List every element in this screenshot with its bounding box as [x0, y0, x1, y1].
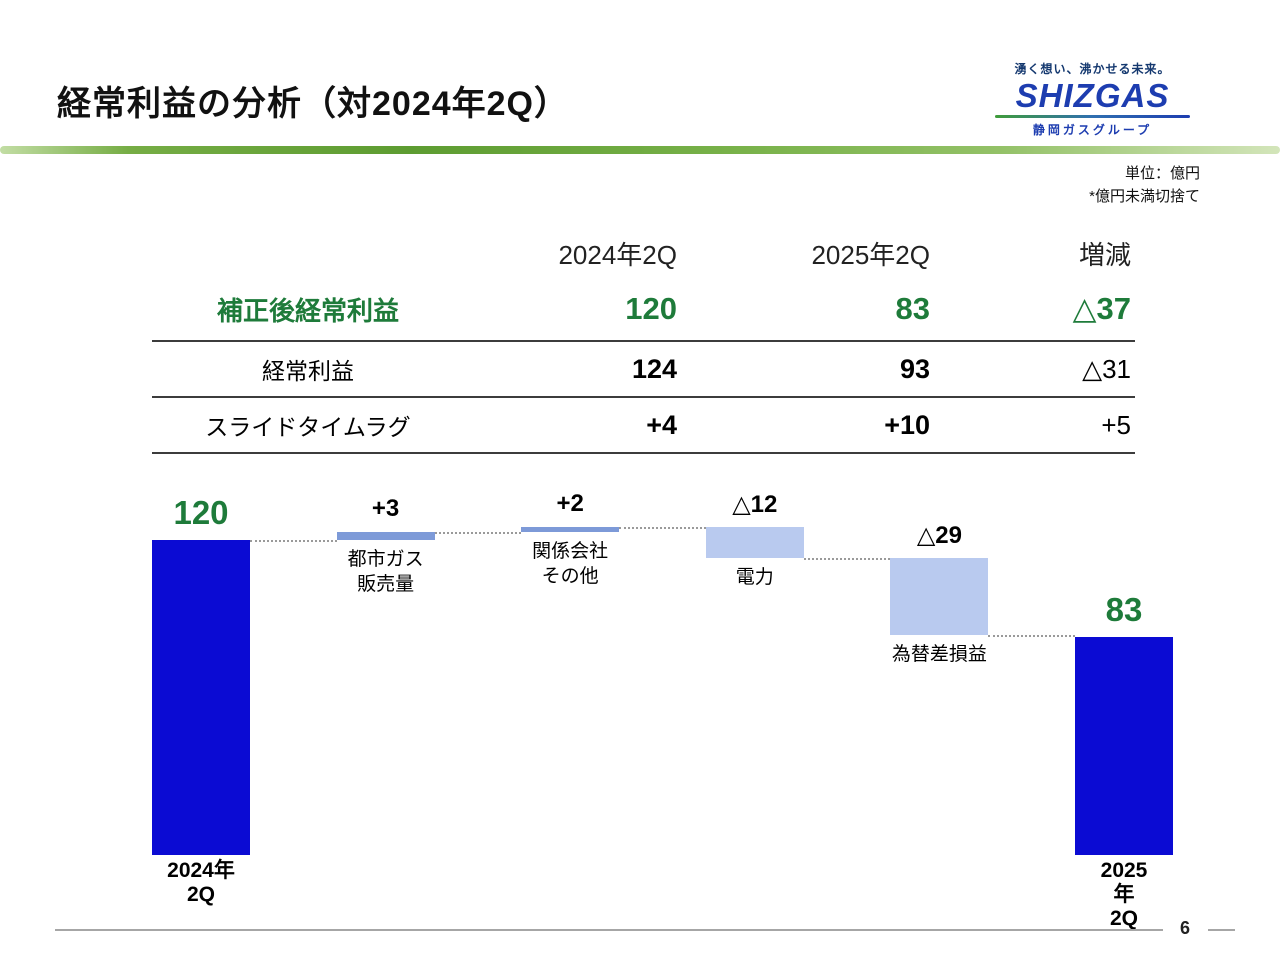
- waterfall-connector: [803, 558, 891, 561]
- shizgas-logo: 湧く想い、沸かせる未来。 SHIZGAS 静岡ガスグループ: [985, 60, 1200, 138]
- cell-change: +5: [1101, 409, 1131, 440]
- row-label: 補正後経常利益: [216, 295, 399, 326]
- green-divider: [0, 146, 1280, 154]
- waterfall-total-bar: [152, 540, 250, 855]
- table-row-slide-time-lag: スライドタイムラグ +4 +10 +5: [152, 398, 1135, 454]
- logo-underline-swoosh: [995, 114, 1190, 118]
- waterfall-decrease-bar: [890, 558, 989, 635]
- waterfall-total-value: 83: [1105, 591, 1143, 629]
- waterfall-step-name: 都市ガス 販売量: [347, 549, 424, 595]
- slide-title: 経常利益の分析（対2024年2Q）: [57, 85, 569, 123]
- logo-subtitle: 静岡ガスグループ: [1032, 122, 1153, 137]
- cell-2025: 93: [899, 353, 930, 384]
- waterfall-delta-label: +3: [371, 495, 400, 523]
- waterfall-chart: 120 2024年 2Q +3 都市ガス 販売量 +2 関係会社 その他 △12 電力 △29 為…: [152, 480, 1173, 930]
- table-header-row: 2024年2Q 2025年2Q 増減: [152, 228, 1135, 278]
- waterfall-delta-label: △12: [732, 490, 778, 518]
- waterfall-decrease-bar: [705, 526, 804, 559]
- waterfall-delta-label: +2: [556, 489, 584, 517]
- table-row-ordinary-profit: 経常利益 124 93 △31: [152, 342, 1135, 398]
- row-label: スライドタイムラグ: [205, 414, 411, 440]
- table-header-2025-2q: 2025年2Q: [811, 239, 930, 270]
- waterfall-total-bar: [1075, 637, 1173, 855]
- cell-2024: 124: [631, 353, 677, 384]
- row-label: 経常利益: [262, 358, 354, 384]
- waterfall-axis-label: 2024年 2Q: [167, 859, 235, 907]
- page-number: 6: [1180, 918, 1191, 938]
- waterfall-connector: [434, 532, 522, 535]
- cell-2024: +4: [646, 409, 677, 440]
- waterfall-increase-bar: [521, 526, 620, 533]
- unit-notes: 単位：億円 *億円未満切捨て: [1089, 162, 1200, 208]
- cell-2025: 83: [895, 291, 930, 326]
- waterfall-delta-label: △29: [916, 522, 962, 550]
- waterfall-increase-bar: [336, 532, 435, 540]
- waterfall-axis-label: 2025年 2Q: [1100, 859, 1148, 931]
- cell-change: △31: [1082, 353, 1131, 384]
- cell-change: △37: [1072, 291, 1131, 326]
- waterfall-step-name: 電力: [735, 567, 774, 589]
- waterfall-connector: [250, 540, 337, 542]
- cell-2025: +10: [884, 409, 930, 440]
- cell-2024: 120: [625, 291, 677, 326]
- table-header-2024-2q: 2024年2Q: [558, 239, 677, 270]
- rounding-note: *億円未満切捨て: [1089, 188, 1200, 205]
- waterfall-connector: [988, 634, 1075, 637]
- footer-dash: [1208, 929, 1235, 931]
- waterfall-connector: [619, 526, 706, 529]
- footer-line: [55, 929, 1163, 931]
- table-header-change: 増減: [1078, 239, 1131, 270]
- logo-tagline: 湧く想い、沸かせる未来。: [1014, 62, 1171, 76]
- profit-table: 2024年2Q 2025年2Q 増減 補正後経常利益 120 83 △37 経常…: [152, 228, 1135, 454]
- logo-wordmark: SHIZGAS: [1015, 77, 1170, 114]
- unit-note: 単位：億円: [1124, 165, 1200, 182]
- table-row-adjusted-ordinary-profit: 補正後経常利益 120 83 △37: [152, 278, 1135, 342]
- waterfall-step-name: 関係会社 その他: [532, 541, 609, 587]
- waterfall-total-value: 120: [173, 494, 229, 531]
- waterfall-step-name: 為替差損益: [891, 643, 987, 665]
